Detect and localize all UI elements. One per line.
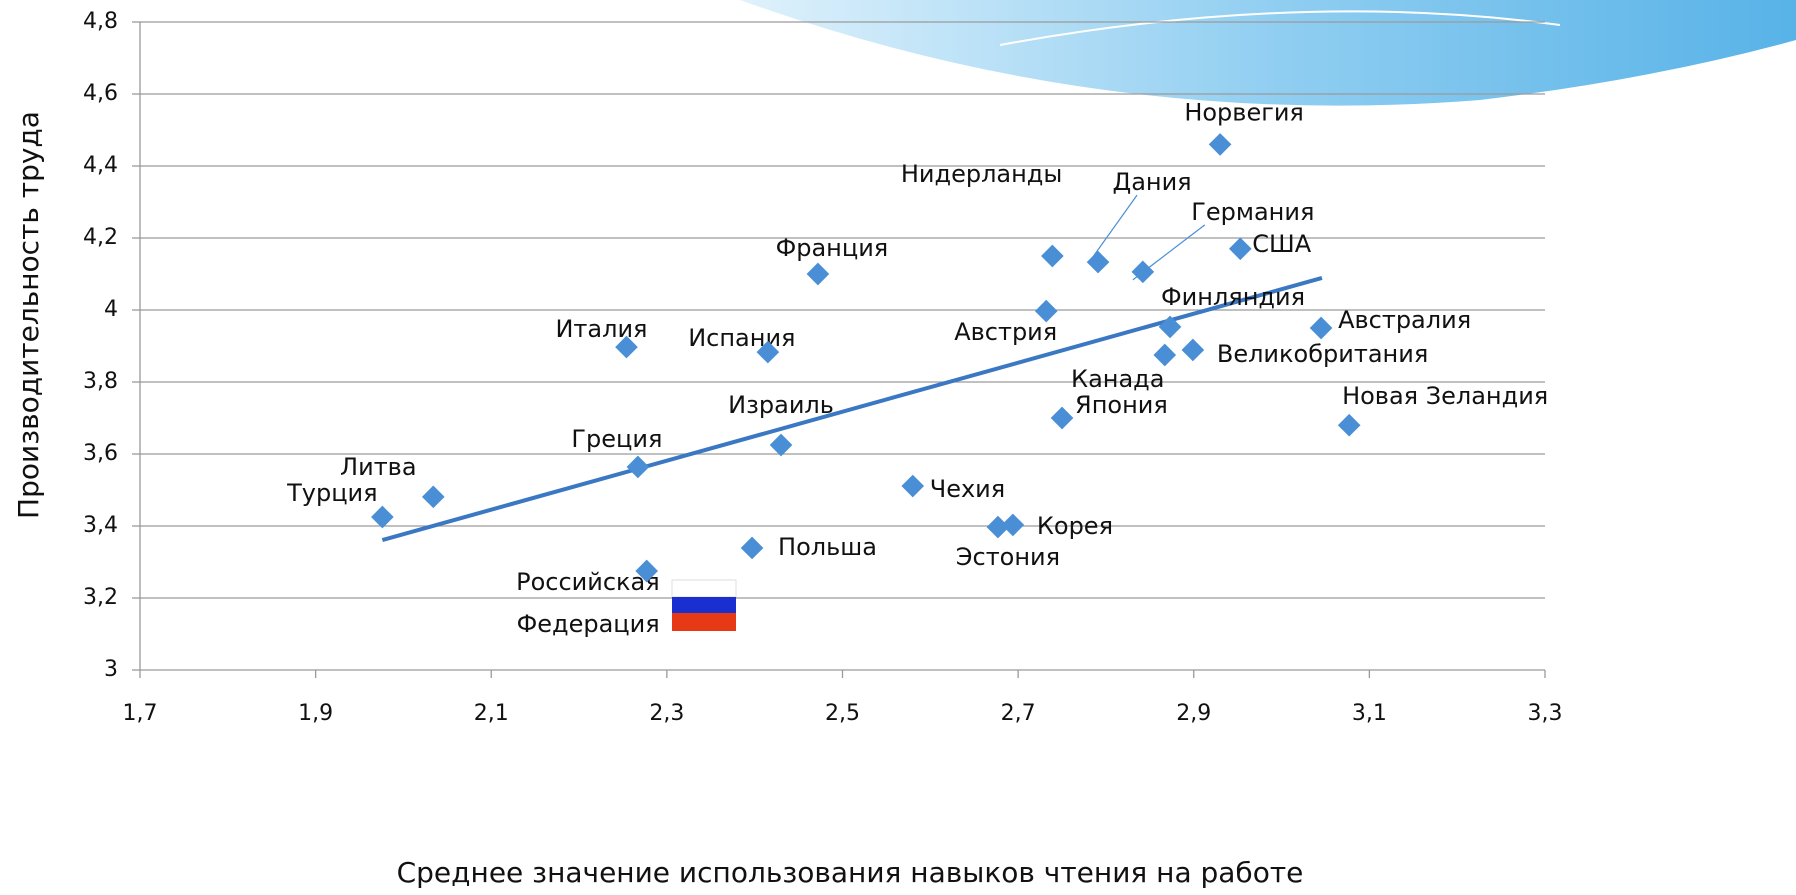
point bbox=[371, 506, 394, 529]
point-label: Италия bbox=[555, 315, 647, 343]
point-label: Финляндия bbox=[1161, 283, 1305, 311]
point-label: Австрия bbox=[954, 318, 1057, 346]
point bbox=[1051, 407, 1074, 430]
point bbox=[1002, 514, 1025, 537]
x-tick-label: 2,1 bbox=[474, 701, 509, 726]
point-label: Греция bbox=[571, 425, 662, 453]
point-label: Литва bbox=[340, 453, 416, 481]
decor-swoosh bbox=[740, 0, 1796, 106]
point bbox=[901, 475, 924, 498]
point bbox=[627, 456, 650, 479]
point-label: Франция bbox=[776, 234, 889, 262]
x-axis-title: Среднее значение использования навыков ч… bbox=[397, 856, 1304, 889]
y-tick-label: 4 bbox=[104, 297, 118, 322]
point-label: Норвегия bbox=[1184, 98, 1304, 126]
point-label: Япония bbox=[1075, 391, 1168, 419]
trendline bbox=[382, 278, 1322, 540]
point-label: Федерация bbox=[517, 610, 660, 638]
y-tick-label: 3,2 bbox=[83, 585, 118, 610]
point bbox=[741, 537, 764, 560]
chart: 3 3,2 3,4 3,6 3,8 4 4,2 4,4 4,6 4,8 1,7 1,9 2,1 2,3 2,… bbox=[0, 0, 1796, 895]
point-label: Новая Зеландия bbox=[1342, 382, 1548, 410]
y-tick-label: 4,2 bbox=[83, 225, 118, 250]
x-tick-label: 2,7 bbox=[1001, 701, 1036, 726]
y-tick-label: 4,8 bbox=[83, 9, 118, 34]
x-tick-label: 1,7 bbox=[123, 701, 158, 726]
point-label: Австралия bbox=[1338, 306, 1471, 334]
x-tick-label: 2,3 bbox=[649, 701, 684, 726]
point-label: Чехия bbox=[930, 475, 1005, 503]
plot-area: 3 3,2 3,4 3,6 3,8 4 4,2 4,4 4,6 4,8 1,7 1,9 2,1 2,3 2,… bbox=[83, 9, 1563, 726]
point bbox=[1041, 245, 1064, 268]
point bbox=[807, 263, 830, 286]
point-label: Израиль bbox=[728, 391, 834, 419]
point-label: Корея bbox=[1037, 512, 1113, 540]
point bbox=[1229, 237, 1252, 260]
point-label: Нидерланды bbox=[901, 160, 1063, 188]
point-label: Канада bbox=[1071, 365, 1164, 393]
x-tick-label: 3,3 bbox=[1528, 701, 1563, 726]
y-tick-label: 3,8 bbox=[83, 369, 118, 394]
y-tick-label: 3,6 bbox=[83, 441, 118, 466]
point bbox=[1310, 317, 1333, 340]
point-label: Испания bbox=[688, 324, 795, 352]
flag bbox=[672, 580, 736, 631]
leader-line bbox=[1092, 195, 1137, 258]
x-tick-label: 1,9 bbox=[298, 701, 333, 726]
point-label: Эстония bbox=[956, 543, 1060, 571]
point-label: Турция bbox=[286, 479, 377, 507]
point-label: Дания bbox=[1112, 168, 1191, 196]
y-axis-title: Производительность труда bbox=[12, 111, 45, 519]
point bbox=[422, 486, 445, 509]
point-label: Германия bbox=[1191, 198, 1314, 226]
x-tick-label: 3,1 bbox=[1352, 701, 1387, 726]
y-tick-label: 3 bbox=[104, 657, 118, 682]
point-label: Великобритания bbox=[1217, 340, 1428, 368]
point bbox=[1209, 133, 1232, 156]
x-tick-label: 2,9 bbox=[1176, 701, 1211, 726]
point bbox=[1153, 344, 1176, 367]
point bbox=[1087, 251, 1110, 274]
point-label: США bbox=[1252, 230, 1311, 258]
point bbox=[1132, 261, 1155, 284]
y-tick-label: 4,4 bbox=[83, 153, 118, 178]
point-label: Польша bbox=[778, 533, 877, 561]
point bbox=[1182, 339, 1205, 362]
point bbox=[770, 434, 793, 457]
point bbox=[1338, 414, 1361, 437]
y-tick-label: 3,4 bbox=[83, 513, 118, 538]
x-tick-label: 2,5 bbox=[825, 701, 860, 726]
y-tick-label: 4,6 bbox=[83, 81, 118, 106]
